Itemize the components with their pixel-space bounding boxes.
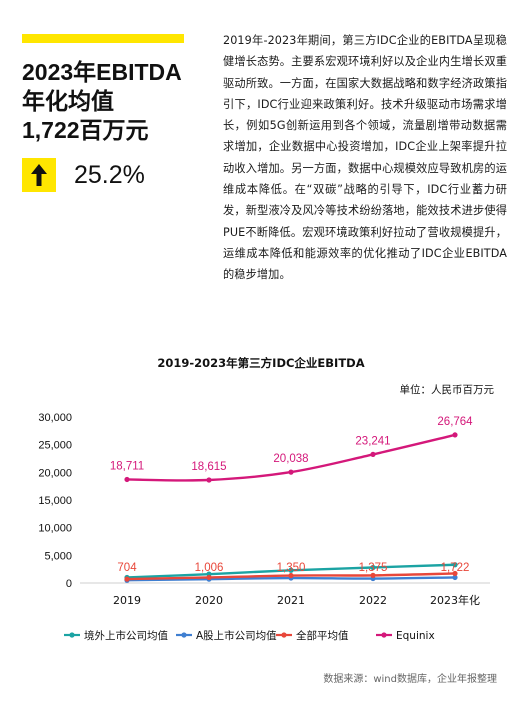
y-tick-label: 20,000 bbox=[38, 467, 72, 479]
headline-line3: 1,722百万元 bbox=[22, 117, 149, 143]
x-tick-label: 2023年化 bbox=[430, 593, 480, 607]
accent-bar bbox=[22, 34, 184, 43]
legend-label: Equinix bbox=[396, 630, 435, 642]
chart-unit: 单位：人民币百万元 bbox=[400, 383, 495, 396]
y-tick-label: 30,000 bbox=[38, 412, 72, 424]
series-point-2 bbox=[452, 574, 458, 581]
data-label-equinix: 23,241 bbox=[355, 435, 390, 447]
series-point-3 bbox=[370, 572, 376, 578]
growth-value: 25.2% bbox=[74, 160, 145, 189]
y-tick-label: 15,000 bbox=[38, 495, 72, 507]
series-point-4 bbox=[452, 432, 458, 438]
growth-kpi: 25.2% bbox=[22, 158, 145, 192]
data-label-overall: 1,722 bbox=[441, 562, 470, 574]
data-label-overall: 1,375 bbox=[359, 562, 388, 574]
data-label-equinix: 18,615 bbox=[191, 461, 226, 473]
data-label-equinix: 20,038 bbox=[273, 453, 308, 465]
x-tick-label: 2020 bbox=[195, 594, 223, 607]
series-point-4 bbox=[124, 476, 130, 483]
series-point-3 bbox=[124, 576, 130, 582]
headline-line1: 2023年EBITDA bbox=[22, 59, 182, 85]
x-tick-label: 2022 bbox=[359, 594, 387, 607]
legend-marker-3 bbox=[281, 632, 287, 638]
series-point-4 bbox=[370, 451, 376, 457]
chart-title: 2019-2023年第三方IDC企业EBITDA bbox=[157, 356, 364, 370]
data-label-equinix: 26,764 bbox=[437, 416, 473, 428]
series-point-1 bbox=[452, 562, 458, 568]
series-point-3 bbox=[452, 570, 458, 577]
x-tick-label: 2021 bbox=[277, 594, 305, 607]
headline: 2023年EBITDA 年化均值 1,722百万元 bbox=[22, 58, 222, 145]
y-tick-label: 0 bbox=[66, 578, 72, 590]
arrow-up-icon bbox=[22, 158, 56, 192]
legend-label: A股上市公司均值 bbox=[196, 629, 277, 642]
data-label-overall: 1,006 bbox=[195, 562, 224, 574]
source-note: 数据来源：wind数据库，企业年报整理 bbox=[323, 674, 497, 685]
ebitda-line-chart: 2019-2023年第三方IDC企业EBITDA 单位：人民币百万元 0 5,000 1… bbox=[38, 356, 495, 642]
series-point-3 bbox=[206, 574, 212, 581]
y-tick-label: 25,000 bbox=[38, 440, 72, 452]
series-point-1 bbox=[288, 567, 294, 573]
legend-marker-2 bbox=[181, 632, 187, 638]
legend-marker-4 bbox=[381, 632, 387, 638]
body-text: 2019年-2023年期间，第三方IDC企业的EBITDA呈现稳健增长态势。主要… bbox=[223, 34, 507, 282]
x-tick-label: 2019 bbox=[113, 594, 141, 607]
series-point-1 bbox=[370, 564, 376, 571]
data-label-overall: 704 bbox=[117, 562, 137, 574]
headline-line2: 年化均值 bbox=[22, 88, 114, 114]
series-point-4 bbox=[206, 477, 212, 483]
y-tick-label: 10,000 bbox=[38, 523, 72, 535]
data-label-equinix: 18,711 bbox=[110, 460, 144, 472]
series-point-4 bbox=[288, 469, 294, 475]
y-tick-label: 5,000 bbox=[44, 550, 72, 562]
data-label-overall: 1,350 bbox=[277, 562, 306, 574]
legend-label: 全部平均值 bbox=[296, 629, 349, 642]
legend-marker-1 bbox=[69, 632, 75, 638]
legend-label: 境外上市公司均值 bbox=[84, 629, 168, 642]
series-point-3 bbox=[288, 572, 294, 579]
